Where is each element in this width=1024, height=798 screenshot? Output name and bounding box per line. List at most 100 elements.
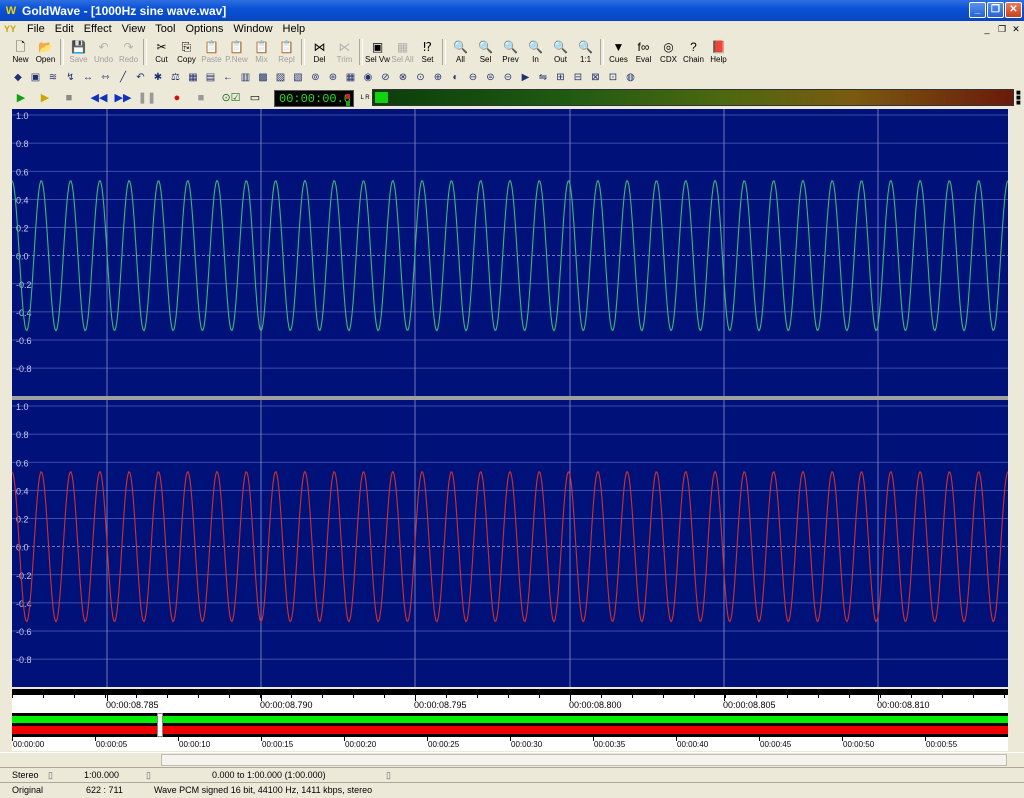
menu-help[interactable]: Help: [282, 23, 306, 35]
toolbar-zoom-1to1-button[interactable]: 🔍 1:1: [573, 38, 598, 66]
document-icon[interactable]: YY: [4, 24, 17, 34]
toolbar-select-all-button[interactable]: ▦ Sel All: [390, 38, 415, 66]
effect-25-icon[interactable]: ⊕: [433, 71, 443, 83]
effect-24-icon[interactable]: ⊙: [416, 71, 425, 83]
effect-29-icon[interactable]: ⊝: [503, 71, 513, 83]
maximize-button[interactable]: ❐: [987, 2, 1004, 18]
toolbar-help-book-button[interactable]: 📕 Help: [706, 38, 731, 66]
toolbar-grip[interactable]: ■ ■ ■: [1016, 88, 1021, 107]
pause-icon[interactable]: ❚❚: [137, 92, 157, 104]
left-channel-panel[interactable]: 1.00.80.60.40.20.0-0.2-0.4-0.6-0.8: [11, 109, 1009, 396]
control-properties-icon[interactable]: ⊙☑: [221, 92, 241, 104]
toolbar-cues-button[interactable]: ▼ Cues: [606, 38, 631, 66]
effect-4-icon[interactable]: ↯: [66, 71, 75, 83]
toolbar-save-button[interactable]: 💾 Save: [66, 38, 91, 66]
toolbar-cd-button[interactable]: ◎ CDX: [656, 38, 681, 66]
toolbar-zoom-in-button[interactable]: 🔍 In: [523, 38, 548, 66]
effect-14-icon[interactable]: ▥: [240, 71, 251, 83]
effect-17-icon[interactable]: ▧: [293, 71, 303, 83]
effect-36-icon[interactable]: ◍: [626, 71, 635, 83]
effect-13-icon[interactable]: ←: [223, 71, 233, 83]
close-button[interactable]: ✕: [1005, 2, 1022, 18]
menu-file[interactable]: File: [27, 23, 45, 35]
toolbar-zoom-prev-button[interactable]: 🔍 Prev: [498, 38, 523, 66]
effect-7-icon[interactable]: ╱: [119, 71, 127, 83]
effect-10-icon[interactable]: ⚖: [171, 71, 180, 83]
overview-bar[interactable]: [12, 713, 1008, 737]
menu-effect[interactable]: Effect: [83, 23, 112, 35]
effect-15-icon[interactable]: ▩: [258, 71, 268, 83]
fast-forward-icon[interactable]: ▶▶: [114, 92, 132, 104]
toolbar-paste-button[interactable]: 📋 Paste: [199, 38, 224, 66]
toolbar-zoom-all-button[interactable]: 🔍 All: [448, 38, 473, 66]
toolbar-replace-button[interactable]: 📋 Repl: [274, 38, 299, 66]
toolbar-redo-button[interactable]: ↷ Redo: [116, 38, 141, 66]
toolbar-paste-new-button[interactable]: 📋 P.New: [224, 38, 249, 66]
toolbar-open-button[interactable]: 📂 Open: [33, 38, 58, 66]
effect-8-icon[interactable]: ↶: [136, 71, 145, 83]
effect-21-icon[interactable]: ◉: [363, 71, 373, 83]
effect-6-icon[interactable]: ⇿: [101, 71, 110, 83]
toolbar-new-button[interactable]: 🗋 New: [8, 38, 33, 66]
effect-19-icon[interactable]: ⊛: [328, 71, 338, 83]
waveform-canvas[interactable]: 1.00.80.60.40.20.0-0.2-0.4-0.6-0.81.00.8…: [0, 109, 1024, 689]
stop-icon[interactable]: ■: [65, 92, 73, 104]
effect-1-icon[interactable]: ◆: [14, 71, 22, 83]
record-stop-icon[interactable]: ■: [197, 92, 205, 104]
effect-5-icon[interactable]: ↔: [83, 71, 93, 83]
toolbar-undo-button[interactable]: ↶ Undo: [91, 38, 116, 66]
effect-33-icon[interactable]: ⊟: [573, 71, 583, 83]
effect-9-icon[interactable]: ✱: [153, 71, 163, 83]
effect-2-icon[interactable]: ▣: [30, 71, 41, 83]
rewind-icon[interactable]: ◀◀: [90, 92, 108, 104]
effect-11-icon[interactable]: ▦: [188, 71, 198, 83]
window-icon[interactable]: ▭: [249, 92, 261, 104]
time-ruler[interactable]: 00:00:08.785 00:00:08.790 00:00:08.795 00:0…: [12, 689, 1008, 713]
toolbar-chain-button[interactable]: ? Chain: [681, 38, 706, 66]
effect-18-icon[interactable]: ⊚: [311, 71, 320, 83]
menu-view[interactable]: View: [121, 23, 146, 35]
toolbar-zoom-sel-button[interactable]: 🔍 Sel: [473, 38, 498, 66]
scrollbar-thumb[interactable]: [161, 754, 1007, 766]
effect-22-icon[interactable]: ⊘: [381, 71, 390, 83]
effect-35-icon[interactable]: ⊡: [608, 71, 618, 83]
toolbar-zoom-out-button[interactable]: 🔍 Out: [548, 38, 573, 66]
effect-34-icon[interactable]: ⊠: [591, 71, 600, 83]
horizontal-scrollbar[interactable]: [0, 752, 1024, 767]
effect-3-icon[interactable]: ≋: [48, 71, 58, 83]
effect-30-icon[interactable]: ▶: [521, 71, 530, 83]
mdi-minimize-button[interactable]: _: [984, 24, 990, 34]
title-bar[interactable]: W GoldWave - [1000Hz sine wave.wav] _ ❐ …: [0, 0, 1024, 21]
mdi-restore-button[interactable]: ❐: [997, 24, 1007, 34]
effect-26-icon[interactable]: ◐: [452, 71, 459, 83]
minimize-button[interactable]: _: [969, 2, 986, 18]
toolbar-trim-button[interactable]: ⋉ Trim: [332, 38, 357, 66]
menu-window[interactable]: Window: [233, 23, 273, 35]
toolbar-eval-button[interactable]: f∞ Eval: [631, 38, 656, 66]
effect-16-icon[interactable]: ▨: [275, 71, 286, 83]
menu-edit[interactable]: Edit: [54, 23, 74, 35]
toolbar-cut-button[interactable]: ✂ Cut: [149, 38, 174, 66]
record-icon[interactable]: ●: [173, 92, 181, 104]
toolbar-mix-button[interactable]: 📋 Mix: [249, 38, 274, 66]
toolbar-select-view-button[interactable]: ▣ Sel Vw: [365, 38, 390, 66]
right-channel-panel[interactable]: 1.00.80.60.40.20.0-0.2-0.4-0.6-0.8: [11, 400, 1009, 687]
effect-28-icon[interactable]: ⊜: [486, 71, 495, 83]
effect-31-icon[interactable]: ⇋: [538, 71, 548, 83]
play-selection-icon[interactable]: ▶: [40, 92, 50, 104]
toolbar-delete-button[interactable]: ⋈ Del: [307, 38, 332, 66]
effect-23-icon[interactable]: ⊗: [398, 71, 408, 83]
waveform-display[interactable]: 1.0 0.8 0.6 0.4 0.2 0.0 -0.2 -0.4 -0.6 -0.8 1.0 0.8…: [0, 109, 1024, 689]
play-icon[interactable]: ▶: [16, 92, 26, 104]
effect-32-icon[interactable]: ⊞: [556, 71, 565, 83]
overview-position-marker[interactable]: [157, 713, 163, 737]
effects-toolbar: ◆ ▣ ≋ ↯ ↔ ⇿ ╱ ↶ ✱ ⚖ ▦ ▤ ← ▥ ▩ ▨ ▧ ⊚ ⊛ ▦ ◉ ⊘ ⊗ ⊙ ⊕ ◐ ⊖ ⊜ ⊝ ▶ ⇋ ⊞ ⊟ ⊠ ⊡ ◍: [0, 68, 1024, 87]
menu-options[interactable]: Options: [185, 23, 224, 35]
toolbar-copy-button[interactable]: ⎘ Copy: [174, 38, 199, 66]
mdi-close-button[interactable]: ✕: [1012, 24, 1020, 34]
effect-20-icon[interactable]: ▦: [345, 71, 356, 83]
menu-tool[interactable]: Tool: [155, 23, 176, 35]
effect-12-icon[interactable]: ▤: [205, 71, 216, 83]
toolbar-set-button[interactable]: ⁉ Set: [415, 38, 440, 66]
effect-27-icon[interactable]: ⊖: [468, 71, 478, 83]
